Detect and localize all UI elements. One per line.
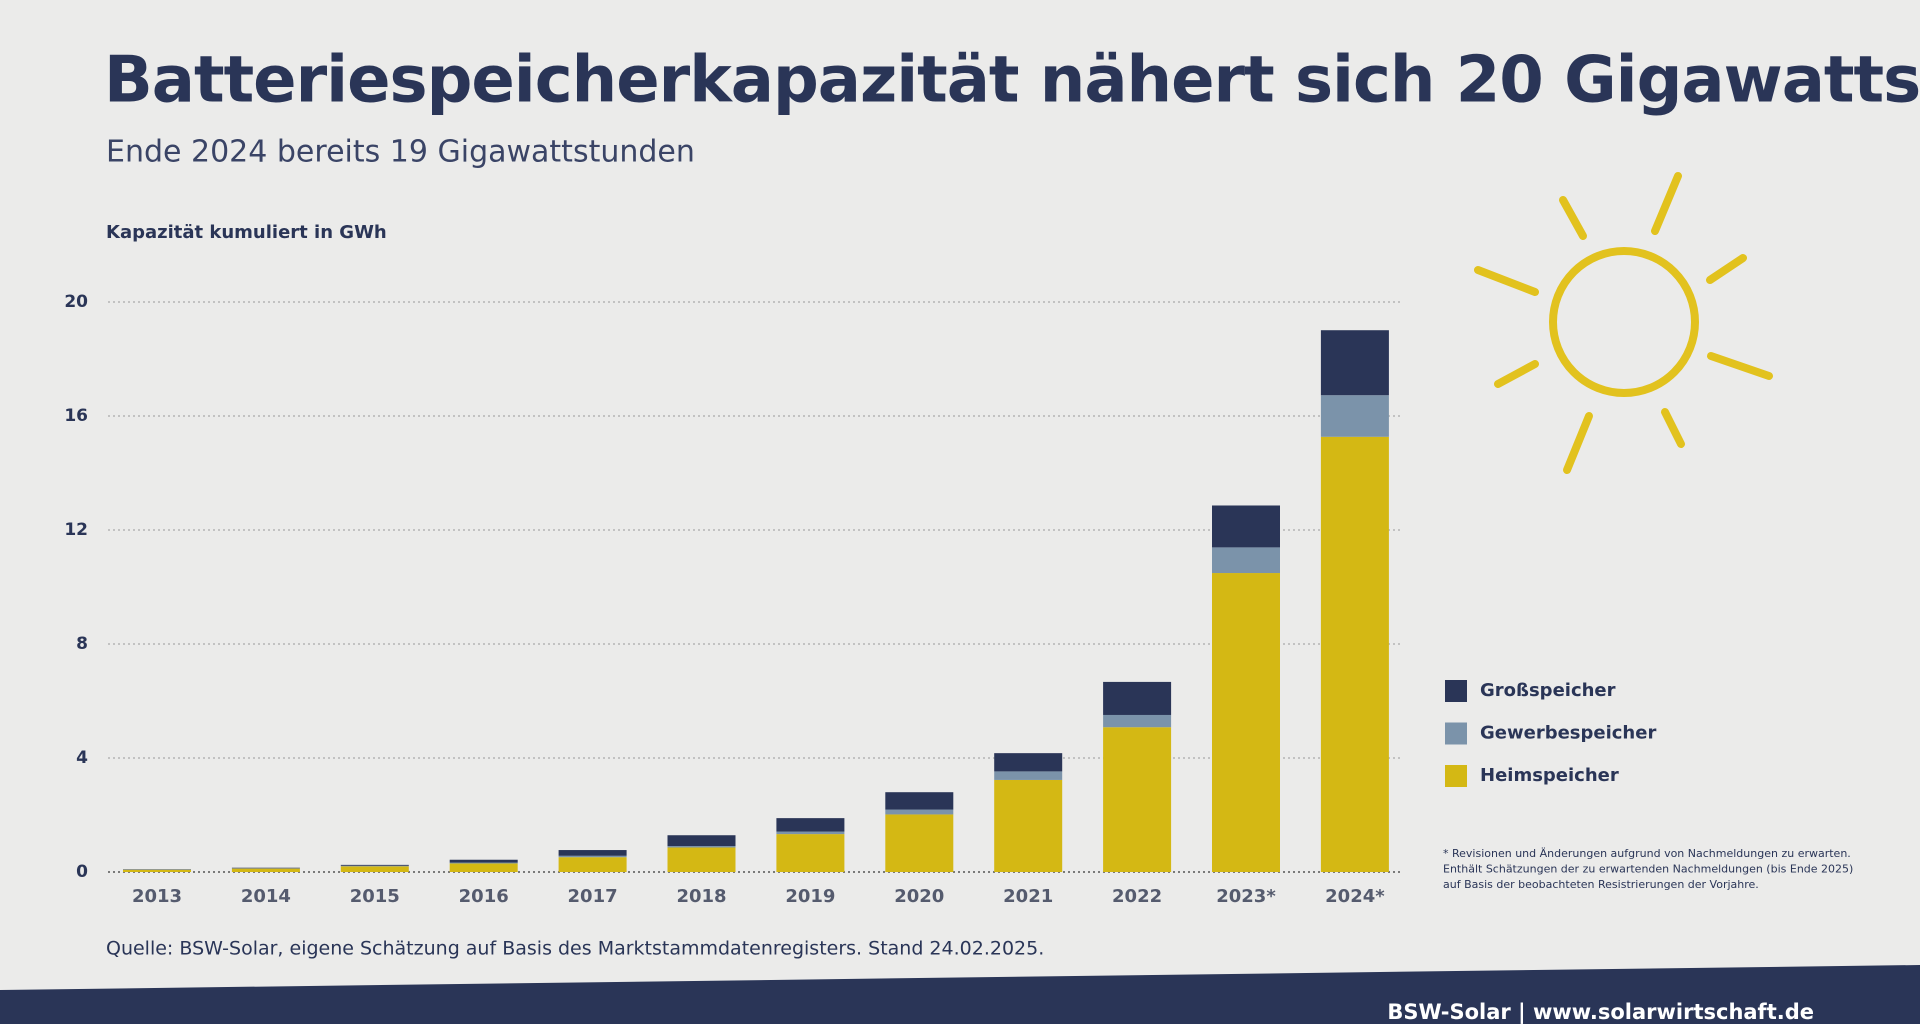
bar-segment [231, 867, 300, 869]
x-tick-label: 2024* [1325, 886, 1385, 907]
x-tick-label: 2013 [132, 886, 182, 907]
x-tick-label: 2014 [241, 886, 291, 907]
footer-text: BSW-Solar | www.solarwirtschaft.de [1387, 1000, 1814, 1024]
legend-label: Gewerbespeicher [1480, 723, 1656, 744]
legend-label: Heimspeicher [1480, 765, 1619, 786]
bar-segment [558, 855, 627, 858]
legend-swatch [1445, 680, 1467, 702]
bar-segment [667, 835, 736, 847]
x-tick-label: 2022 [1112, 886, 1162, 907]
bar-segment [885, 792, 954, 810]
bar-segment [231, 868, 300, 872]
sun-icon [1474, 172, 1773, 474]
bar-segment [667, 847, 736, 872]
bar-segment [449, 862, 518, 864]
x-tick-label: 2016 [459, 886, 509, 907]
bar-segment [994, 753, 1063, 772]
bar-segment [776, 831, 845, 835]
bar-segment [885, 809, 954, 815]
x-tick-label: 2021 [1003, 886, 1053, 907]
bar-segment [340, 865, 409, 867]
y-tick-label: 20 [64, 292, 88, 312]
x-tick-label: 2015 [350, 886, 400, 907]
footnote: * Revisionen und Änderungen aufgrund von… [1443, 847, 1851, 860]
bar-segment [1320, 436, 1389, 872]
y-tick-label: 12 [64, 520, 88, 540]
x-tick-label: 2019 [785, 886, 835, 907]
bar-segment [449, 859, 518, 863]
bar-segment [776, 818, 845, 832]
chart-subtitle: Ende 2024 bereits 19 Gigawattstunden [106, 135, 695, 170]
bar-segment [123, 869, 191, 872]
footnote: auf Basis der beobachteten Resistrierung… [1443, 878, 1759, 891]
bar-segment [994, 771, 1063, 780]
y-tick-label: 0 [76, 862, 88, 882]
bar-segment [776, 834, 845, 872]
bar-segment [558, 857, 627, 872]
bar-segment [340, 866, 409, 872]
bar-segment [1320, 330, 1389, 396]
x-tick-label: 2020 [894, 886, 944, 907]
bar-segment [885, 814, 954, 872]
bar-segment [558, 850, 627, 856]
legend-swatch [1445, 765, 1467, 787]
bar-segment [667, 846, 736, 848]
bar-segment [340, 864, 409, 866]
bar-segment [1103, 714, 1172, 728]
bar-segment [449, 863, 518, 872]
bar-segment [1212, 573, 1280, 872]
bar-segment [1103, 681, 1172, 715]
bar-segment [1212, 547, 1280, 574]
bar-segment [1320, 395, 1389, 437]
y-tick-label: 4 [76, 748, 88, 768]
y-axis-label: Kapazität kumuliert in GWh [106, 222, 387, 243]
footnote: Enthält Schätzungen der zu erwartenden N… [1443, 863, 1853, 876]
legend-swatch [1445, 722, 1467, 745]
y-tick-label: 8 [76, 634, 88, 654]
bar-segment [994, 779, 1063, 872]
chart-title: Batteriespeicherkapazität nähert sich 20… [104, 44, 1920, 118]
x-tick-label: 2017 [568, 886, 618, 907]
x-tick-label: 2023* [1216, 886, 1276, 907]
x-tick-label: 2018 [676, 886, 726, 907]
y-tick-label: 16 [64, 406, 88, 426]
bar-segment [1103, 727, 1172, 872]
bar-segment [1212, 505, 1280, 548]
source-note: Quelle: BSW-Solar, eigene Schätzung auf … [106, 938, 1044, 960]
legend-label: Großspeicher [1480, 680, 1616, 701]
footer-band [0, 965, 1920, 1024]
